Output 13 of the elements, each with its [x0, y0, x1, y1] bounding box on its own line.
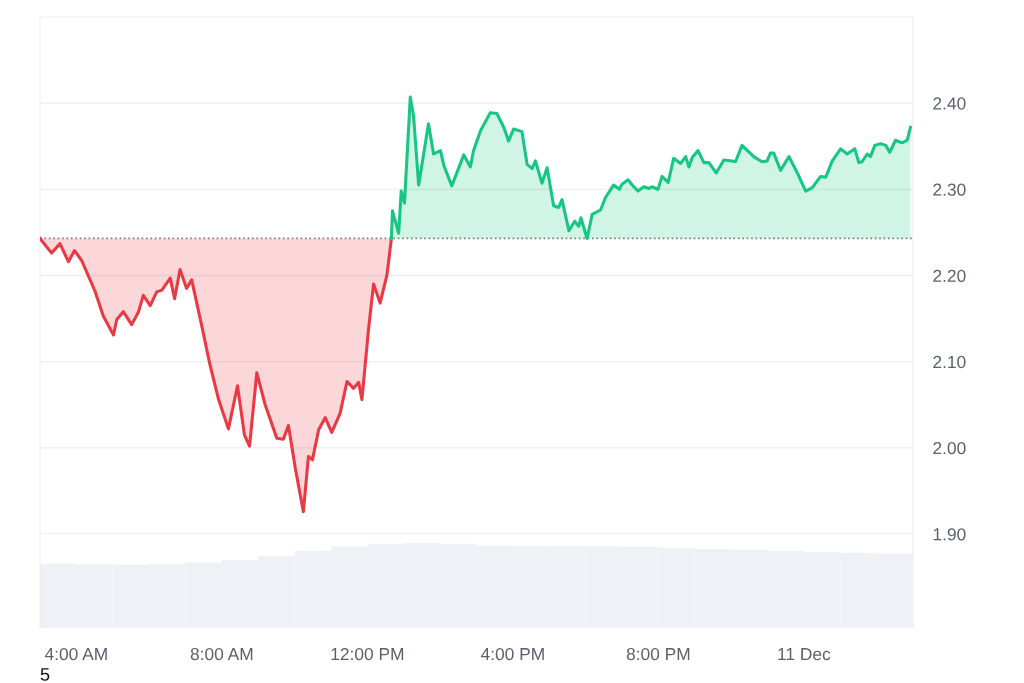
- x-tick-label: 8:00 AM: [190, 647, 253, 661]
- y-tick-label: 2.00: [933, 442, 966, 455]
- x-tick-label: 11 Dec: [778, 648, 831, 661]
- x-tick-label: 4:00 PM: [480, 647, 544, 661]
- y-tick-label: 2.10: [933, 355, 966, 369]
- y-tick-label: 2.20: [933, 269, 966, 282]
- y-tick-label: 1.90: [933, 528, 966, 541]
- text: 5: [40, 668, 50, 681]
- x-tick-label: 4:00 AM: [44, 647, 107, 661]
- y-tick-label: 2.30: [933, 183, 966, 196]
- y-tick-label: 2.40: [933, 97, 966, 110]
- x-tick-label: 8:00 PM: [626, 647, 690, 661]
- x-tick-label: 12:00 PM: [331, 647, 404, 661]
